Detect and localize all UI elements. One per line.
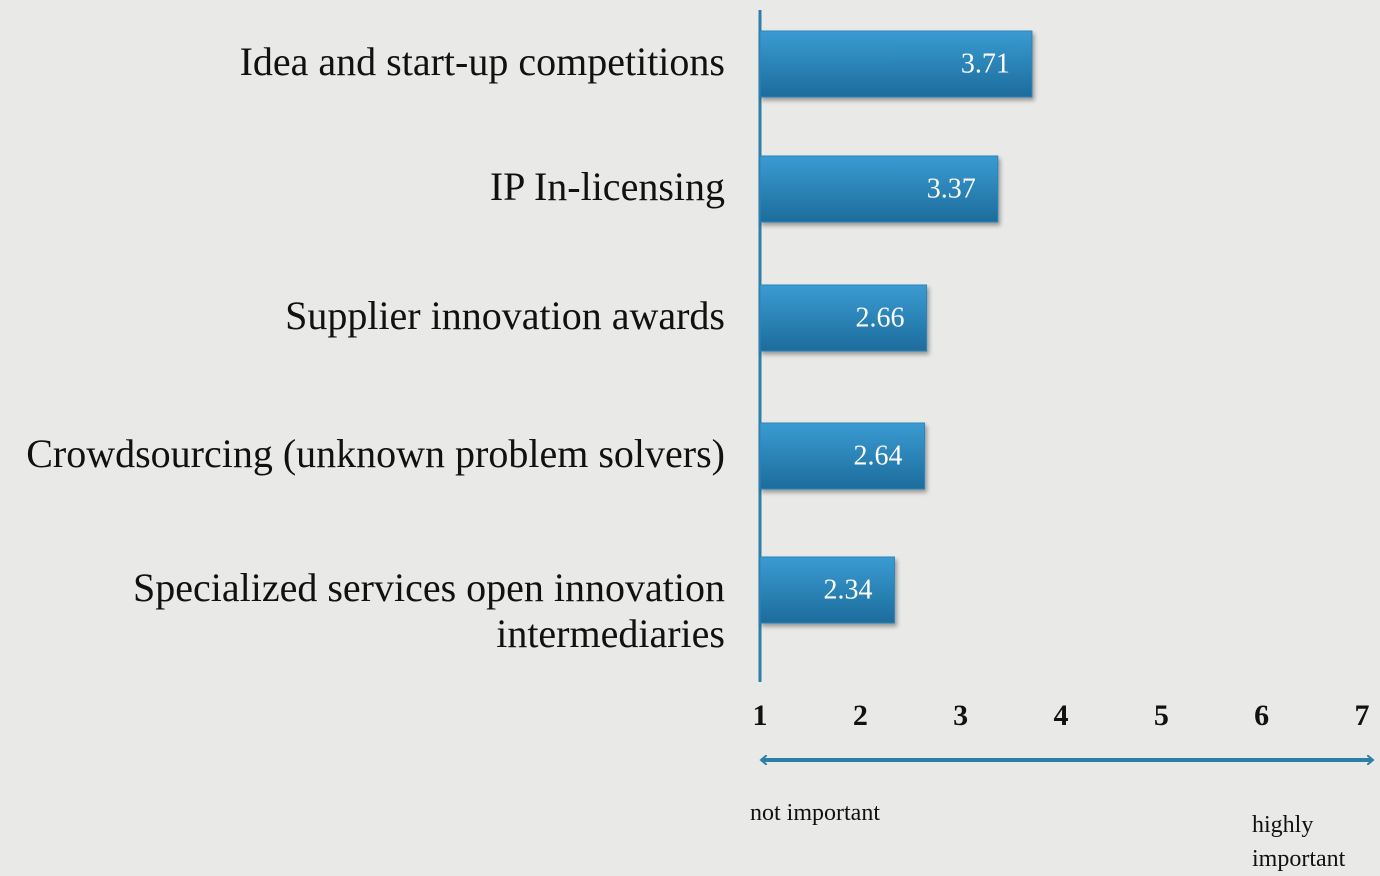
value-label: 2.34 xyxy=(823,574,872,605)
bar xyxy=(759,155,999,223)
category-label: Crowdsourcing (unknown problem solvers) xyxy=(26,431,725,476)
annotation: not important xyxy=(750,800,880,826)
x-tick-label: 1 xyxy=(753,699,768,732)
value-label: 2.66 xyxy=(856,302,905,333)
x-tick-label: 2 xyxy=(853,699,868,732)
annotation: highly important xyxy=(1252,812,1346,872)
value-label: 2.64 xyxy=(854,440,903,471)
value-label: 3.37 xyxy=(927,173,976,204)
x-tick-label: 5 xyxy=(1154,699,1169,732)
category-label: Idea and start-up competitions xyxy=(239,39,725,84)
x-tick-label: 6 xyxy=(1254,699,1269,732)
bar xyxy=(759,284,928,352)
x-tick-label: 3 xyxy=(953,699,968,732)
category-label: Supplier innovation awards xyxy=(285,293,725,338)
category-label: IP In-licensing xyxy=(489,164,725,209)
category-label: Specialized services open innovation int… xyxy=(132,565,725,656)
value-label: 3.71 xyxy=(961,48,1010,79)
bar xyxy=(759,422,926,490)
x-tick-label: 7 xyxy=(1355,699,1370,732)
bar xyxy=(759,30,1033,98)
bar xyxy=(759,556,895,624)
x-tick-label: 4 xyxy=(1054,699,1069,732)
